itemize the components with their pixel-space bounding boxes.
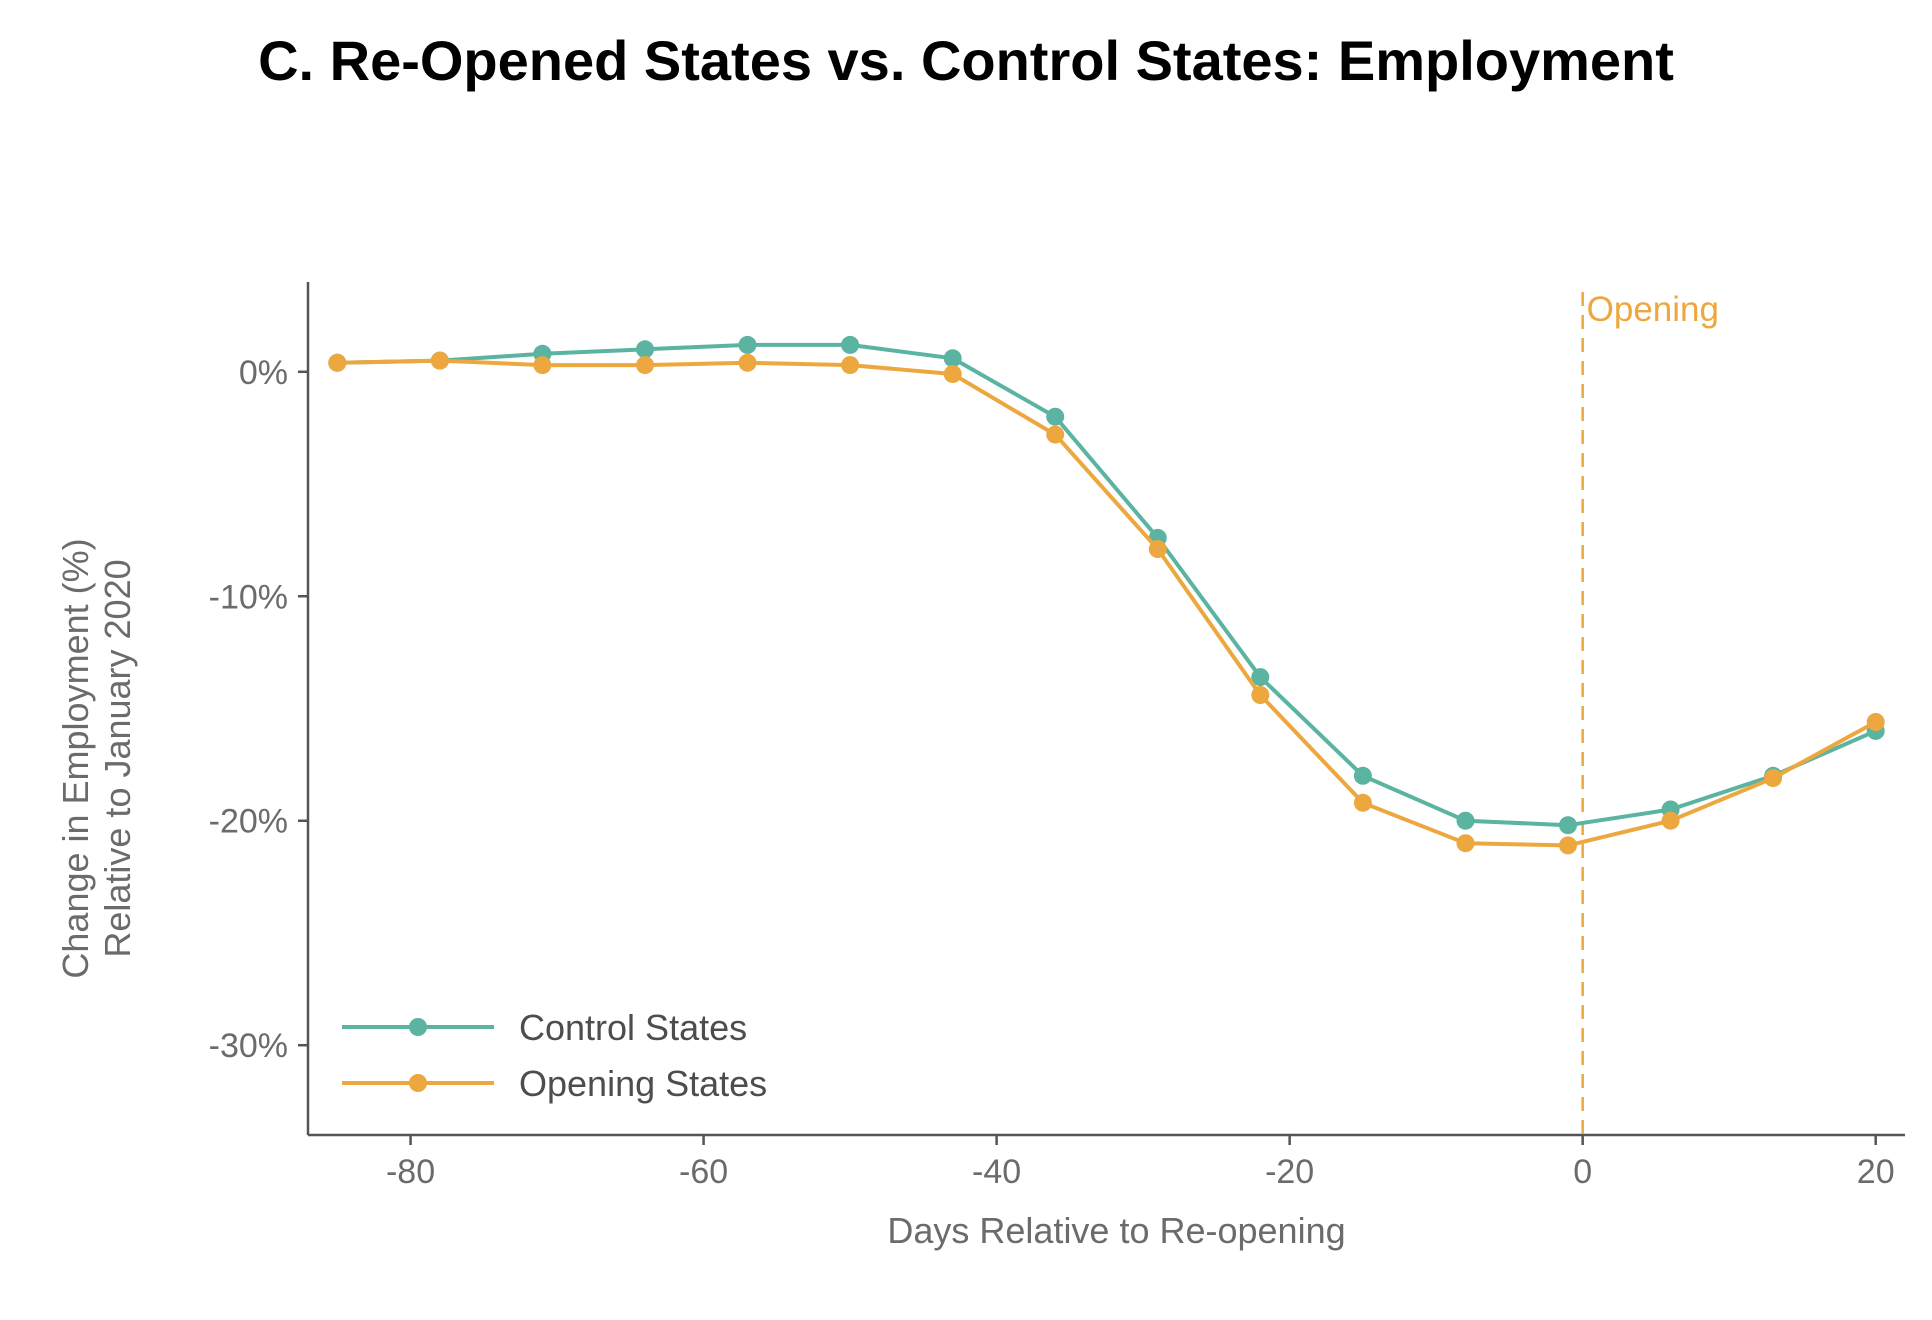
y-tick-label: -20% bbox=[209, 803, 288, 841]
legend-label: Opening States bbox=[519, 1063, 767, 1104]
data-point-opening-states bbox=[1559, 836, 1577, 855]
legend-item-opening-states: Opening States bbox=[342, 1063, 767, 1104]
data-point-opening-states bbox=[328, 353, 347, 372]
legend-item-control-states: Control States bbox=[342, 1007, 747, 1048]
data-point-control-states bbox=[1251, 668, 1270, 687]
y-tick-label: -10% bbox=[209, 578, 288, 616]
annotation-layer: Opening bbox=[1581, 290, 1719, 1135]
data-point-opening-states bbox=[1866, 713, 1885, 731]
x-tick-label: -60 bbox=[679, 1153, 728, 1191]
data-point-control-states bbox=[1353, 766, 1372, 785]
x-tick-label: 0 bbox=[1573, 1153, 1592, 1191]
chart-axes: 0% -10% -20% -30% -80 -60 -40 -20 0 20 bbox=[209, 282, 1905, 1191]
data-point-control-states bbox=[1046, 407, 1065, 426]
data-point-opening-states bbox=[1661, 811, 1680, 830]
x-axis-title: Days Relative to Re-opening bbox=[887, 1210, 1345, 1251]
legend: Control States Opening States bbox=[342, 1007, 767, 1104]
y-axis-title-line-2: Relative to January 2020 bbox=[97, 559, 138, 957]
data-point-opening-states bbox=[533, 356, 552, 375]
y-axis-title-line-1: Change in Employment (%) bbox=[55, 538, 96, 978]
data-point-opening-states bbox=[1148, 540, 1167, 559]
x-ticks: -80 -60 -40 -20 0 20 bbox=[386, 1135, 1895, 1191]
data-point-control-states bbox=[738, 335, 757, 354]
data-point-control-states bbox=[943, 349, 962, 368]
data-point-opening-states bbox=[1764, 769, 1783, 788]
data-point-opening-states bbox=[841, 356, 860, 375]
y-ticks: 0% -10% -20% -30% bbox=[209, 354, 308, 1065]
data-point-control-states bbox=[841, 335, 860, 354]
data-point-opening-states bbox=[430, 351, 449, 370]
data-point-opening-states bbox=[738, 353, 757, 372]
legend-swatch-marker bbox=[409, 1074, 427, 1092]
x-tick-label: 20 bbox=[1857, 1153, 1895, 1191]
data-point-control-states bbox=[1559, 816, 1577, 835]
y-tick-label: -30% bbox=[209, 1027, 288, 1065]
data-point-opening-states bbox=[1046, 425, 1065, 444]
legend-label: Control States bbox=[519, 1007, 747, 1048]
series-line-opening-states bbox=[335, 358, 1878, 848]
x-tick-label: -20 bbox=[1265, 1153, 1314, 1191]
y-tick-label: 0% bbox=[239, 354, 288, 392]
series-line-control-states bbox=[335, 342, 1878, 828]
data-point-control-states bbox=[1456, 811, 1475, 830]
x-tick-label: -80 bbox=[386, 1153, 435, 1191]
data-point-opening-states bbox=[1456, 834, 1475, 853]
series-opening-states bbox=[328, 351, 1885, 855]
data-point-control-states bbox=[636, 340, 654, 359]
data-point-opening-states bbox=[636, 356, 654, 375]
data-point-opening-states bbox=[1251, 686, 1270, 704]
data-point-opening-states bbox=[1353, 793, 1372, 812]
opening-annotation-label: Opening bbox=[1587, 290, 1719, 329]
x-tick-label: -40 bbox=[972, 1153, 1021, 1191]
series-layer bbox=[328, 335, 1885, 855]
data-point-opening-states bbox=[943, 365, 962, 383]
series-control-states bbox=[328, 335, 1885, 835]
legend-swatch-marker bbox=[409, 1018, 427, 1036]
chart-title: C. Re-Opened States vs. Control States: … bbox=[258, 29, 1674, 92]
